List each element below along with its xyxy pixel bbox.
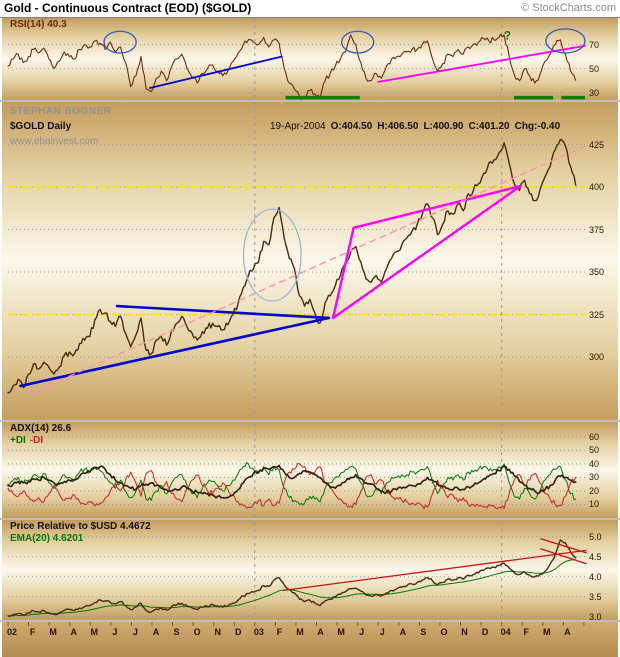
legend-change: Chg:-0.40 bbox=[514, 121, 561, 132]
price-ellipse-annotation bbox=[242, 208, 302, 302]
ohlc-legend: 19-Apr-2004 O:404.50 H:406.50 L:400.90 C:401… bbox=[270, 121, 565, 132]
rsi-ellipse-annotation bbox=[545, 28, 586, 54]
di-legend: +DI -DI bbox=[10, 435, 43, 446]
rsi-ellipse-annotation bbox=[103, 30, 137, 54]
legend-close: C:401.20 bbox=[468, 121, 510, 132]
legend-date: 19-Apr-2004 bbox=[270, 121, 326, 132]
rsi-trendline-magenta bbox=[377, 44, 586, 83]
watermark-author: STEPHAN BOGNER bbox=[10, 106, 112, 117]
legend-open: O:404.50 bbox=[330, 121, 373, 132]
rsi-ellipse-annotation bbox=[340, 30, 375, 54]
di-minus-line bbox=[7, 462, 577, 510]
pr-trendline-red bbox=[282, 549, 587, 592]
rsi-trendline-blue bbox=[149, 55, 283, 89]
adx-line bbox=[7, 464, 577, 499]
rsi-panel-bg bbox=[2, 18, 618, 100]
watermark-site: www.ebainvest.com bbox=[10, 136, 99, 147]
ema-legend: EMA(20) 4.6201 bbox=[10, 533, 84, 544]
question-mark-annotation: ? bbox=[504, 29, 511, 43]
pr-trendline-red bbox=[540, 548, 587, 565]
price-relative-legend: Price Relative to $USD 4.4672 bbox=[10, 521, 151, 532]
copyright-label: © StockCharts.com bbox=[521, 2, 616, 14]
rsi-legend: RSI(14) 40.3 bbox=[10, 19, 67, 30]
adx-panel-bg bbox=[2, 422, 618, 518]
di-plus-label: +DI bbox=[10, 435, 26, 446]
xaxis-bg bbox=[2, 622, 618, 657]
price-trendline-magenta bbox=[352, 184, 522, 230]
symbol-legend: $GOLD Daily bbox=[10, 121, 72, 132]
pr-trendline-red bbox=[540, 538, 587, 554]
rsi-line bbox=[7, 33, 577, 101]
ema-line bbox=[7, 559, 576, 617]
price-trendline-blue bbox=[115, 304, 331, 320]
adx-legend: ADX(14) 26.6 bbox=[10, 423, 72, 434]
price-trendline-magenta bbox=[331, 184, 522, 320]
chart-title: Gold - Continuous Contract (EOD) ($GOLD) bbox=[4, 1, 252, 15]
di-plus-line bbox=[7, 462, 577, 506]
price-relative-line bbox=[7, 539, 577, 617]
price-trendline-pink bbox=[27, 145, 586, 396]
legend-low: L:400.90 bbox=[423, 121, 464, 132]
legend-high: H:406.50 bbox=[377, 121, 419, 132]
price-panel-bg bbox=[2, 102, 618, 420]
di-minus-label: -DI bbox=[29, 435, 44, 446]
price-line bbox=[7, 138, 577, 394]
price-trendline-magenta bbox=[331, 226, 355, 320]
pr-panel-bg bbox=[2, 520, 618, 620]
